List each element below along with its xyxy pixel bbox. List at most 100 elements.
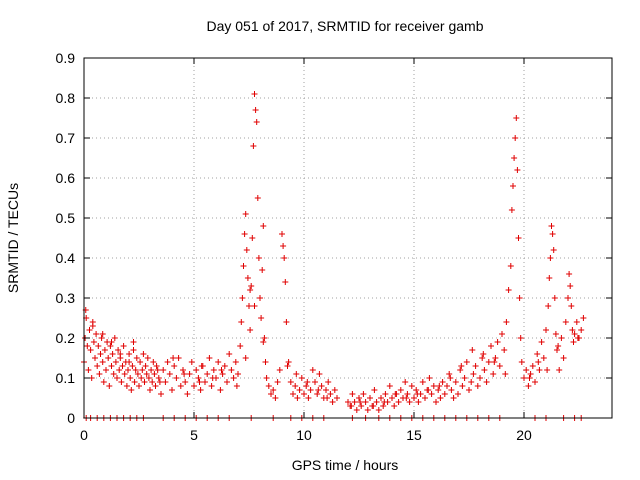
data-point (436, 383, 443, 389)
grid-lines (84, 58, 612, 418)
data-point (293, 371, 300, 377)
y-tick-label: 0.2 (56, 330, 76, 346)
data-point (512, 135, 519, 141)
data-point (206, 355, 213, 361)
data-point (364, 407, 371, 413)
data-point (181, 371, 188, 377)
data-point (433, 399, 439, 405)
data-point (382, 391, 389, 397)
data-point (251, 303, 258, 309)
data-point (329, 399, 336, 405)
data-point (479, 355, 486, 361)
data-point (154, 367, 161, 373)
data-point (254, 195, 261, 201)
data-point (95, 343, 102, 349)
data-point (166, 371, 173, 377)
data-point (258, 315, 265, 321)
data-point (444, 383, 450, 389)
data-point (358, 403, 365, 409)
data-point (534, 351, 541, 357)
data-point (144, 355, 151, 361)
data-point (110, 371, 117, 377)
y-tick-labels: 0 0.1 0.2 0.3 0.4 0.5 0.6 0.7 0.8 0.9 (56, 50, 76, 426)
x-tick-label: 10 (296, 427, 312, 443)
data-point (490, 371, 497, 377)
data-point (499, 331, 505, 337)
data-point (370, 403, 377, 409)
data-point (105, 355, 112, 361)
data-point (217, 387, 224, 393)
data-point (109, 351, 116, 357)
data-point (130, 339, 137, 345)
data-point (153, 363, 160, 369)
data-point (175, 355, 182, 361)
data-point (386, 383, 393, 389)
data-point (567, 283, 574, 289)
data-point (89, 323, 96, 329)
data-point (140, 351, 147, 357)
data-point (411, 395, 417, 401)
x-axis-label: GPS time / hours (292, 457, 399, 473)
data-point (546, 275, 553, 281)
data-point (514, 167, 521, 173)
data-point (184, 391, 191, 397)
data-point (556, 367, 563, 373)
data-point (242, 211, 249, 217)
data-point (415, 399, 422, 405)
data-point (381, 399, 388, 405)
data-point (94, 363, 101, 369)
data-point (474, 383, 481, 389)
data-point (99, 359, 106, 365)
data-point (312, 379, 318, 385)
data-point (114, 375, 120, 381)
data-point (134, 371, 141, 377)
data-point (170, 355, 177, 361)
data-point (209, 375, 216, 381)
data-point (515, 235, 522, 241)
data-point (116, 367, 123, 373)
data-point (204, 371, 211, 377)
x-tick-label: 5 (190, 427, 198, 443)
data-point (324, 395, 331, 401)
data-point (284, 363, 291, 369)
data-point (169, 387, 175, 393)
data-points (81, 91, 587, 421)
x-tick-label: 0 (80, 427, 88, 443)
data-point (580, 315, 587, 321)
data-point (259, 267, 266, 273)
data-point (391, 403, 398, 409)
data-point (558, 335, 565, 341)
data-point (281, 255, 288, 261)
data-point (468, 379, 475, 385)
data-point (437, 395, 444, 401)
data-point (414, 391, 421, 397)
data-point (132, 367, 139, 373)
data-point (126, 359, 133, 365)
data-point (158, 391, 164, 397)
data-point (508, 207, 515, 213)
data-point (296, 387, 303, 393)
data-point (228, 367, 235, 373)
data-point (130, 347, 137, 353)
data-point (246, 303, 252, 309)
y-tick-label: 0.1 (56, 370, 76, 386)
data-point (408, 383, 415, 389)
data-point (171, 363, 178, 369)
data-point (301, 391, 307, 397)
y-tick-label: 0.9 (56, 50, 76, 66)
data-point (215, 359, 222, 365)
axis-ticks (83, 57, 612, 419)
data-point (550, 247, 557, 253)
data-point (543, 327, 549, 333)
data-point (285, 359, 292, 365)
data-point (247, 327, 254, 333)
data-point (137, 359, 144, 365)
data-point (84, 343, 91, 349)
data-point (100, 379, 107, 385)
data-point (180, 367, 186, 373)
data-point (141, 379, 148, 385)
data-point (177, 383, 184, 389)
data-point (182, 379, 189, 385)
data-point (265, 383, 272, 389)
data-point (101, 347, 108, 353)
